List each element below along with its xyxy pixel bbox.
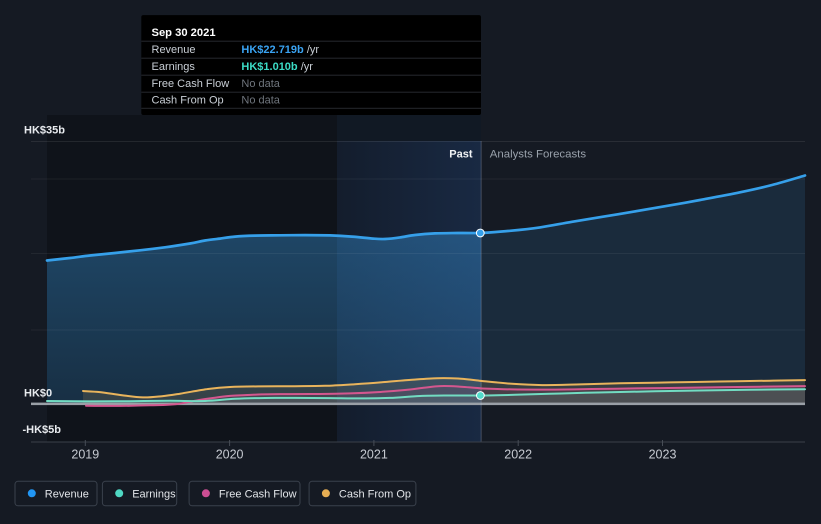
- svg-text:Sep 30 2021: Sep 30 2021: [152, 27, 216, 39]
- svg-text:Earnings: Earnings: [132, 489, 176, 501]
- svg-text:2021: 2021: [360, 448, 388, 462]
- svg-text:Past: Past: [449, 149, 473, 161]
- svg-text:HK$22.719b /yr: HK$22.719b /yr: [241, 44, 319, 56]
- svg-text:-HK$5b: -HK$5b: [23, 424, 62, 436]
- svg-text:Free Cash Flow: Free Cash Flow: [219, 489, 297, 501]
- svg-text:HK$35b: HK$35b: [24, 125, 65, 137]
- svg-text:2020: 2020: [216, 448, 244, 462]
- svg-text:2022: 2022: [504, 448, 532, 462]
- svg-text:No data: No data: [241, 94, 280, 106]
- svg-text:HK$0: HK$0: [24, 387, 52, 399]
- svg-text:Revenue: Revenue: [45, 489, 89, 501]
- svg-text:Free Cash Flow: Free Cash Flow: [152, 78, 230, 90]
- svg-text:Cash From Op: Cash From Op: [339, 489, 411, 501]
- svg-text:Cash From Op: Cash From Op: [152, 94, 224, 106]
- svg-text:Earnings: Earnings: [152, 61, 196, 73]
- svg-text:HK$1.010b /yr: HK$1.010b /yr: [241, 61, 313, 73]
- svg-text:Analysts Forecasts: Analysts Forecasts: [490, 149, 587, 161]
- svg-text:No data: No data: [241, 78, 280, 90]
- svg-text:2019: 2019: [71, 448, 99, 462]
- svg-text:2023: 2023: [649, 448, 677, 462]
- svg-text:Revenue: Revenue: [152, 44, 196, 56]
